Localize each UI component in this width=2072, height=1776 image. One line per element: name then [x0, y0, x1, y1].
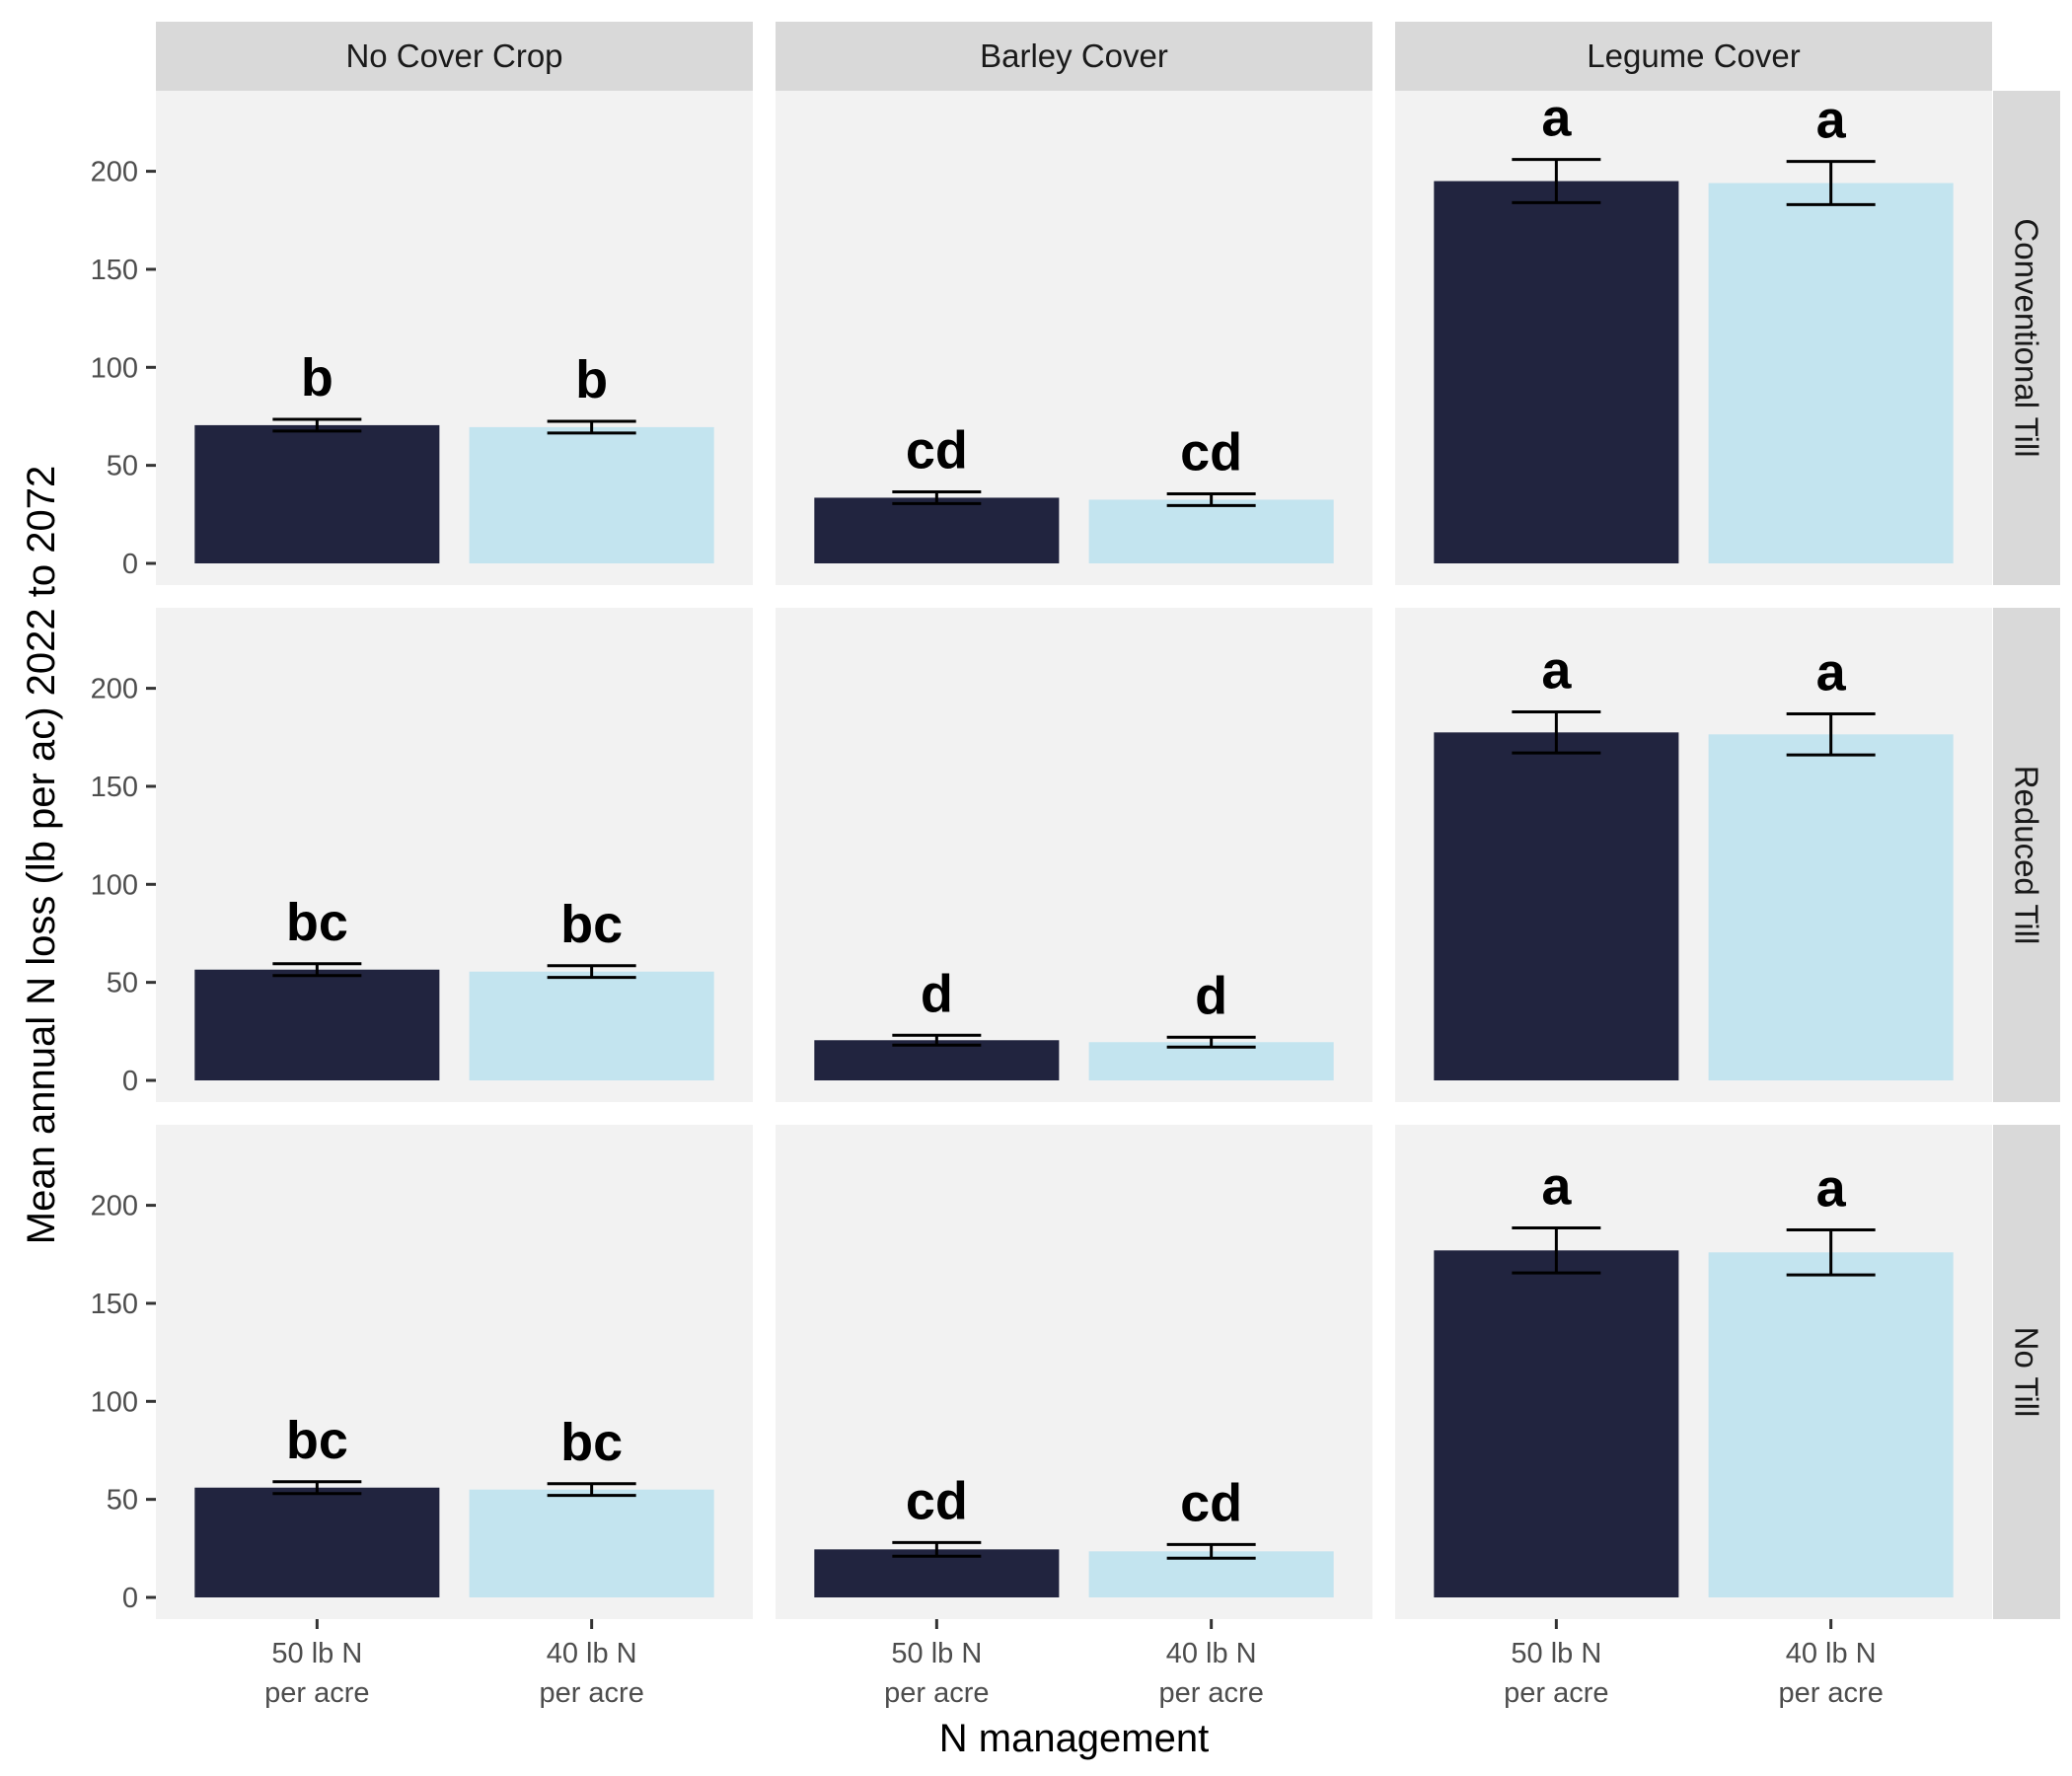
x-axis-title: N management	[939, 1717, 1209, 1760]
column-strip-label-0: No Cover Crop	[345, 37, 562, 74]
x-tick-label-c2-s0-l1: per acre	[1504, 1677, 1608, 1709]
y-tick-label-r1-1: 50	[107, 968, 138, 999]
bar-r1-c0-s1	[469, 971, 714, 1080]
y-tick-label-r2-3: 150	[91, 1289, 138, 1320]
bar-r0-c2-s1	[1708, 183, 1954, 563]
x-tick-label-c1-s1-l0: 40 lb N	[1166, 1638, 1257, 1669]
panel-r2-c1	[776, 1125, 1372, 1619]
panel-r1-c1	[776, 608, 1372, 1102]
y-tick-label-r2-1: 50	[107, 1485, 138, 1517]
bar-r0-c2-s0	[1434, 181, 1679, 564]
row-strip-label-1: Reduced Till	[2009, 766, 2045, 945]
y-tick-label-r0-2: 100	[91, 352, 138, 384]
significance-label-r1-c1-s1: d	[1195, 966, 1227, 1025]
x-tick-label-c0-s0-l1: per acre	[264, 1677, 369, 1709]
y-tick-label-r2-0: 0	[122, 1583, 138, 1614]
significance-label-r1-c1-s0: d	[921, 964, 953, 1023]
bar-r1-c2-s0	[1434, 732, 1679, 1080]
x-tick-label-c0-s1-l1: per acre	[539, 1677, 643, 1709]
x-tick-label-c0-s0-l0: 50 lb N	[271, 1638, 362, 1669]
column-strip-1	[776, 22, 1372, 91]
significance-label-r1-c0-s0: bc	[286, 893, 348, 952]
row-strip-label-2: No Till	[2009, 1327, 2045, 1418]
significance-label-r1-c0-s1: bc	[560, 895, 623, 954]
y-axis-title: Mean annual N loss (lb per ac) 2022 to 2…	[20, 466, 63, 1244]
significance-label-r0-c2-s0: a	[1541, 89, 1572, 148]
y-tick-label-r2-2: 100	[91, 1386, 138, 1418]
significance-label-r2-c0-s1: bc	[560, 1413, 623, 1472]
y-tick-label-r1-4: 200	[91, 674, 138, 705]
x-tick-label-c2-s1-l1: per acre	[1778, 1677, 1883, 1709]
y-tick-label-r0-3: 150	[91, 255, 138, 286]
bar-r2-c0-s0	[194, 1487, 440, 1597]
x-tick-label-c2-s1-l0: 40 lb N	[1786, 1638, 1877, 1669]
bar-r2-c2-s0	[1434, 1250, 1679, 1597]
x-tick-label-c0-s1-l0: 40 lb N	[547, 1638, 637, 1669]
y-tick-label-r2-4: 200	[91, 1191, 138, 1222]
x-tick-label-c1-s0-l0: 50 lb N	[891, 1638, 982, 1669]
x-tick-label-c2-s0-l0: 50 lb N	[1511, 1638, 1601, 1669]
significance-label-r1-c2-s0: a	[1541, 640, 1572, 700]
row-strip-2	[1993, 1125, 2060, 1619]
y-tick-label-r0-0: 0	[122, 549, 138, 580]
bar-r1-c0-s0	[194, 969, 440, 1080]
significance-label-r0-c0-s1: b	[575, 350, 608, 409]
x-tick-label-c1-s0-l1: per acre	[884, 1677, 989, 1709]
significance-label-r0-c1-s1: cd	[1180, 422, 1242, 481]
column-strip-0	[156, 22, 753, 91]
y-tick-label-r0-4: 200	[91, 157, 138, 188]
bar-r0-c0-s1	[469, 426, 714, 563]
y-tick-label-r1-3: 150	[91, 772, 138, 803]
row-strip-0	[1993, 91, 2060, 585]
column-strip-label-1: Barley Cover	[980, 37, 1168, 74]
y-tick-label-r1-2: 100	[91, 869, 138, 901]
bar-r0-c0-s0	[194, 424, 440, 563]
significance-label-r2-c2-s0: a	[1541, 1156, 1572, 1216]
bar-r1-c2-s1	[1708, 734, 1954, 1080]
bar-r2-c0-s1	[469, 1489, 714, 1597]
significance-label-r2-c1-s0: cd	[906, 1471, 968, 1530]
significance-label-r2-c2-s1: a	[1816, 1158, 1847, 1218]
significance-label-r0-c2-s1: a	[1816, 91, 1847, 150]
significance-label-r0-c0-s0: b	[301, 348, 333, 407]
bar-r0-c1-s1	[1088, 499, 1334, 563]
row-strip-label-0: Conventional Till	[2009, 218, 2045, 457]
bar-r1-c1-s0	[814, 1040, 1060, 1080]
column-strip-2	[1395, 22, 1992, 91]
significance-label-r0-c1-s0: cd	[906, 420, 968, 480]
y-tick-label-r1-0: 0	[122, 1066, 138, 1097]
y-tick-label-r0-1: 50	[107, 451, 138, 482]
column-strip-label-2: Legume Cover	[1587, 37, 1800, 74]
bar-r2-c2-s1	[1708, 1252, 1954, 1597]
significance-label-r2-c0-s0: bc	[286, 1411, 348, 1470]
row-strip-1	[1993, 608, 2060, 1102]
x-tick-label-c1-s1-l1: per acre	[1158, 1677, 1263, 1709]
bar-r0-c1-s0	[814, 497, 1060, 563]
significance-label-r1-c2-s1: a	[1816, 642, 1847, 702]
significance-label-r2-c1-s1: cd	[1180, 1473, 1242, 1532]
